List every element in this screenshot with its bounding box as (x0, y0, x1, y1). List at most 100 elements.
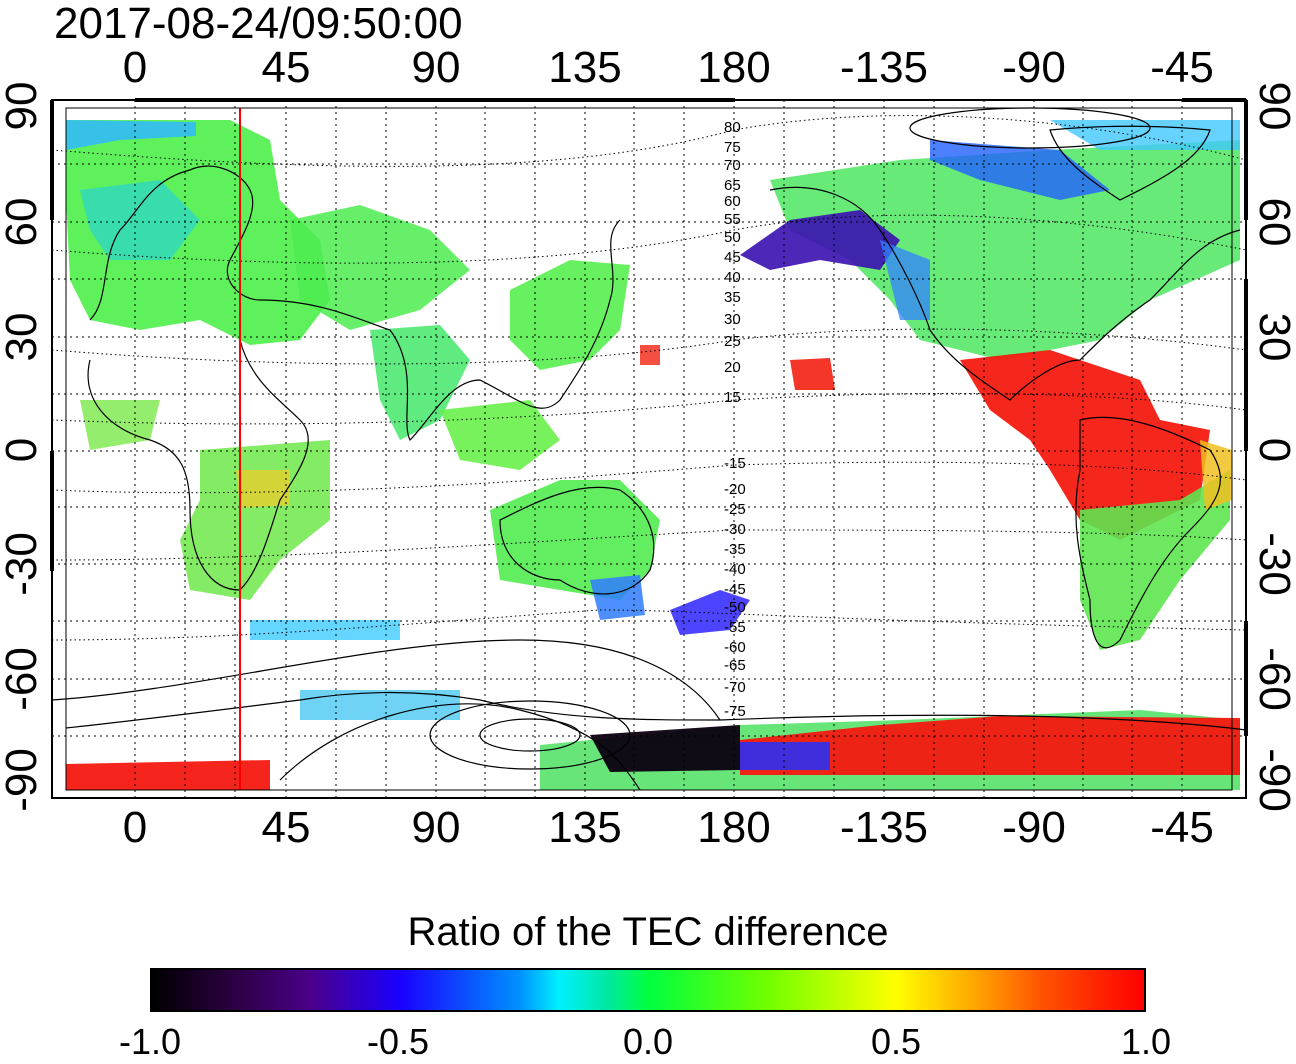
frame-tick-left (50, 100, 54, 220)
bottom-lon-tick: -90 (1002, 803, 1066, 852)
contour-line (52, 529, 1246, 561)
solid-contour-ring (479, 718, 581, 752)
contour-label: 20 (724, 359, 741, 376)
contour-label: 70 (724, 157, 741, 174)
bottom-lon-tick: 0 (122, 803, 148, 852)
contour-label: -30 (724, 521, 746, 538)
frame-tick-right (1244, 100, 1248, 220)
colorbar-tick: 0.0 (622, 1021, 674, 1062)
top-lon-tick: 45 (261, 43, 311, 92)
data-region-south-america (1080, 470, 1230, 650)
top-lon-tick: -90 (1002, 43, 1066, 92)
top-lon-tick: -45 (1150, 43, 1214, 92)
top-lon-tick: 0 (122, 43, 148, 92)
graticule (52, 100, 1246, 798)
coastline-south-america (1075, 416, 1221, 649)
contour-labels: 80 75 70 65 60 55 50 45 40 35 30 25 20 1… (724, 119, 746, 720)
coastline-greenland (1049, 125, 1211, 201)
contour-label: -50 (724, 599, 746, 616)
contour-label: 60 (724, 193, 741, 210)
data-region-alaska-purple (740, 210, 900, 270)
contour-line (52, 461, 1246, 494)
contour-label: 45 (724, 249, 741, 266)
data-region-south-pole-red (66, 760, 270, 790)
data-region-antarctic-red (740, 716, 1240, 775)
contour-label: -25 (724, 501, 746, 518)
contour-label: 65 (724, 177, 741, 194)
colorbar-tick: -1.0 (118, 1021, 182, 1062)
contour-label: 55 (724, 211, 741, 228)
contour-label: -75 (724, 703, 746, 720)
contour-label: 35 (724, 289, 741, 306)
contour-label: 40 (724, 269, 741, 286)
solid-contour (52, 639, 721, 721)
contour-label: 30 (724, 311, 741, 328)
data-region-brazil-yellow (1200, 440, 1232, 510)
contour-label: 50 (724, 229, 741, 246)
bottom-lon-tick: 135 (548, 803, 622, 852)
colorbar (150, 968, 1146, 1012)
contour-label: -20 (724, 481, 746, 498)
solid-contour-ring (429, 700, 631, 770)
contour-label: -70 (724, 679, 746, 696)
contour-label: 15 (724, 389, 741, 406)
data-region-arctic-canada (1050, 120, 1240, 150)
data-region-pacific-red (790, 358, 835, 390)
coastline-asia (259, 219, 621, 442)
top-lon-tick: -135 (839, 43, 929, 92)
contour-label: 25 (724, 333, 741, 350)
contour-label: -15 (724, 455, 746, 472)
data-region-australia-blue (590, 575, 645, 620)
coastline-north-america (769, 186, 1241, 401)
contour-line (52, 328, 1246, 365)
data-region-arctic-europe (66, 120, 196, 150)
bottom-lon-tick: 90 (411, 803, 461, 852)
contour-lines (52, 115, 1246, 641)
contour-label: -45 (724, 581, 746, 598)
frame-tick-top (135, 98, 735, 102)
timestamp-title: 2017-08-24/09:50:00 (54, 0, 463, 48)
frame-tick-right-lower (1244, 621, 1248, 736)
data-region-europe (66, 120, 330, 345)
coastline-antarctica (65, 691, 1246, 731)
data-region-india (370, 325, 470, 440)
top-lon-tick: 180 (697, 43, 771, 92)
data-region-antarctic-black (590, 725, 740, 772)
coastlines (65, 125, 1246, 731)
contour-label: -60 (724, 639, 746, 656)
frame-tick-left-lower (50, 451, 54, 571)
contour-line (52, 392, 1246, 425)
data-region-west-coast (880, 240, 930, 320)
data-regions (66, 120, 1240, 790)
frame-tick-top-right (1182, 98, 1246, 102)
data-region-southern-ocean (250, 620, 400, 640)
bottom-lon-tick: -45 (1150, 803, 1214, 852)
contour-label: 80 (724, 119, 741, 136)
bottom-lon-tick: 45 (261, 803, 311, 852)
contour-line (52, 609, 1246, 641)
data-region-seasia (440, 400, 560, 470)
top-lon-tick: 135 (548, 43, 622, 92)
colorbar-title: Ratio of the TEC difference (407, 910, 889, 954)
data-region-central-america-red (960, 350, 1210, 540)
plot-frame-inner (65, 107, 1233, 791)
data-region-north-america (770, 140, 1240, 360)
bottom-lon-tick: 180 (697, 803, 771, 852)
data-region-south-indian (300, 690, 460, 720)
colorbar-tick: 1.0 (1120, 1021, 1172, 1062)
data-region-europe-cyan (80, 180, 200, 260)
contour-label: -55 (724, 619, 746, 636)
contour-label: -35 (724, 541, 746, 558)
colorbar-tick: -0.5 (366, 1021, 430, 1062)
frame-ticks (50, 98, 1248, 736)
coastline-australia (499, 486, 655, 595)
data-region-east-asia (510, 260, 630, 370)
contour-label: -65 (724, 657, 746, 674)
top-lon-tick: 90 (411, 43, 461, 92)
coastline-europe (89, 165, 261, 321)
colorbar-tick: 0.5 (870, 1021, 922, 1062)
contour-label: 75 (724, 139, 741, 156)
solid-contour (279, 703, 641, 791)
grid-line (134, 100, 1183, 798)
